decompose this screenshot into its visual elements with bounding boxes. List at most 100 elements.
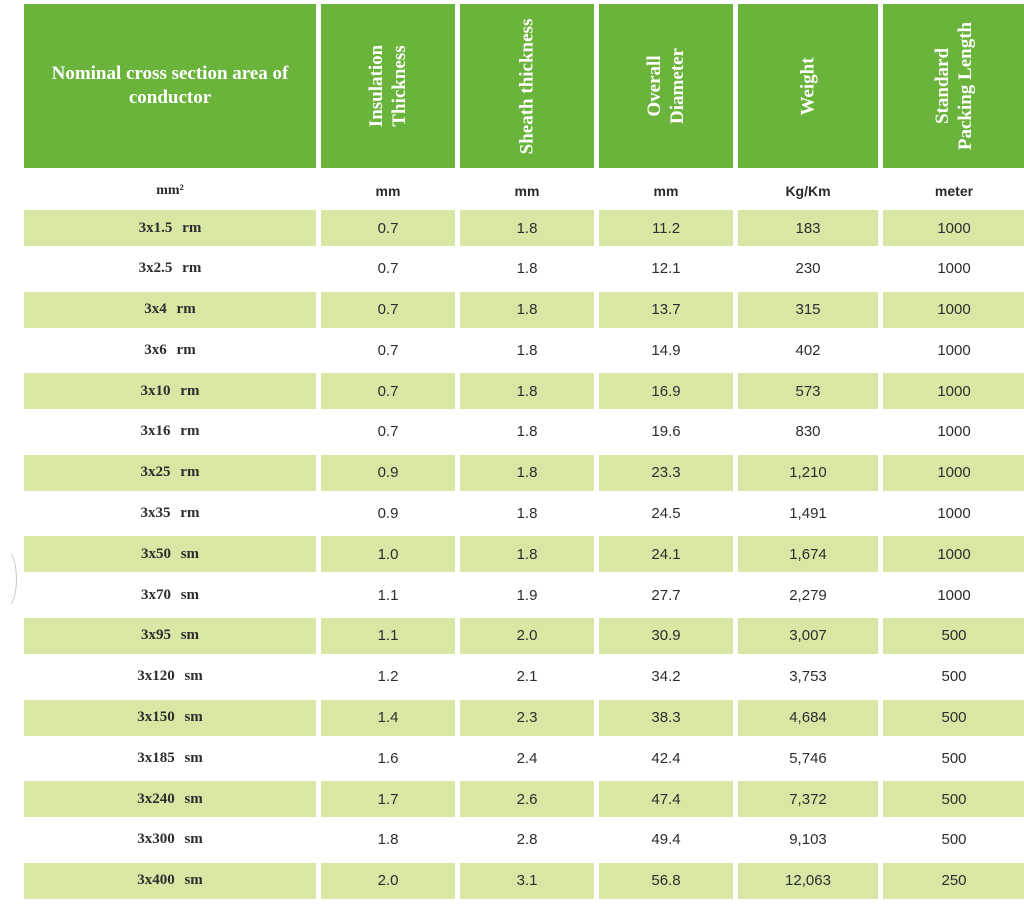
table-cell-overall-diameter: 19.6 [651,423,681,441]
table-cell-sheath-thickness: 1.8 [460,454,594,491]
table-cell-sheath-thickness: 1.8 [516,505,538,523]
table-cell-sheath-thickness: 1.8 [460,536,594,573]
table-cell-overall-diameter: 24.1 [599,536,733,573]
table-cell-overall-diameter: 13.7 [599,291,733,328]
table-cell-conductor-size: 3x95 sm [24,617,316,654]
table-cell-sheath-thickness: 1.8 [460,210,594,246]
table-cell-packing-length: 500 [941,831,967,849]
table-cell-packing-length: 1000 [883,210,1024,246]
header-standard-packing-length: Standard Packing Length [883,4,1024,168]
unit-packing-length: meter [934,183,974,199]
table-cell-packing-length: 1000 [883,373,1024,410]
table-cell-conductor-size: 3x10 rm [24,373,316,410]
table-cell-conductor-size: 3x120 sm [137,668,203,685]
table-cell-overall-diameter: 24.5 [651,505,681,523]
table-cell-weight: 3,753 [789,668,827,686]
table-cell-weight: 5,746 [789,749,827,767]
table-cell-conductor-size: 3x150 sm [24,699,316,736]
table-cell-packing-length: 1000 [937,423,971,441]
unit-cross-section: mm² [156,183,184,198]
table-cell-overall-diameter: 23.3 [599,454,733,491]
unit-diameter: mm [653,183,679,199]
table-cell-conductor-size: 3x4 rm [24,291,316,328]
table-cell-weight: 402 [795,341,821,359]
table-cell-packing-length: 500 [883,699,1024,736]
header-nominal-cross-section: Nominal cross section area of conductor [24,4,316,168]
table-cell-overall-diameter: 27.7 [651,586,681,604]
table-cell-packing-length: 1000 [937,341,971,359]
table-cell-packing-length: 500 [883,617,1024,654]
table-cell-weight: 9,103 [789,831,827,849]
table-cell-weight: 7,372 [738,781,878,818]
table-cell-overall-diameter: 11.2 [599,210,733,246]
table-cell-conductor-size: 3x2.5 rm [138,260,202,277]
table-cell-conductor-size: 3x240 sm [24,781,316,818]
decorative-arc [0,548,17,610]
table-cell-insulation-thickness: 2.0 [321,862,455,899]
table-cell-overall-diameter: 49.4 [651,831,681,849]
table-cell-sheath-thickness: 2.4 [516,749,538,767]
table-cell-overall-diameter: 12.1 [651,260,681,278]
table-cell-overall-diameter: 47.4 [599,781,733,818]
table-cell-packing-length: 1000 [883,536,1024,573]
table-cell-insulation-thickness: 1.1 [377,586,399,604]
table-cell-conductor-size: 3x16 rm [140,423,200,440]
table-cell-sheath-thickness: 2.3 [460,699,594,736]
table-cell-overall-diameter: 16.9 [599,373,733,410]
table-cell-insulation-thickness: 1.7 [321,781,455,818]
table-cell-insulation-thickness: 1.1 [321,617,455,654]
table-cell-conductor-size: 3x50 sm [24,536,316,573]
table-cell-insulation-thickness: 1.6 [377,749,399,767]
table-cell-insulation-thickness: 0.7 [377,423,399,441]
table-cell-conductor-size: 3x300 sm [137,831,203,848]
table-cell-sheath-thickness: 2.0 [460,617,594,654]
table-cell-packing-length: 500 [883,781,1024,818]
header-weight: Weight [738,4,878,168]
table-cell-sheath-thickness: 2.8 [516,831,538,849]
unit-weight: Kg/Km [785,183,831,199]
table-cell-overall-diameter: 38.3 [599,699,733,736]
table-cell-packing-length: 1000 [937,260,971,278]
table-cell-sheath-thickness: 3.1 [460,862,594,899]
table-cell-sheath-thickness: 1.8 [460,291,594,328]
table-cell-packing-length: 1000 [937,586,971,604]
table-cell-packing-length: 1000 [883,454,1024,491]
table-cell-insulation-thickness: 1.4 [321,699,455,736]
table-cell-overall-diameter: 30.9 [599,617,733,654]
table-cell-weight: 12,063 [738,862,878,899]
table-cell-weight: 183 [738,210,878,246]
table-cell-insulation-thickness: 0.7 [377,260,399,278]
table-cell-sheath-thickness: 1.8 [516,260,538,278]
table-cell-packing-length: 250 [883,862,1024,899]
table-cell-conductor-size: 3x6 rm [144,341,196,358]
table-cell-weight: 1,674 [738,536,878,573]
table-cell-insulation-thickness: 0.7 [377,341,399,359]
table-cell-weight: 1,210 [738,454,878,491]
table-cell-overall-diameter: 42.4 [651,749,681,767]
table-cell-insulation-thickness: 0.7 [321,210,455,246]
table-cell-packing-length: 500 [941,668,967,686]
table-cell-overall-diameter: 56.8 [599,862,733,899]
table-cell-packing-length: 500 [941,749,967,767]
table-cell-weight: 4,684 [738,699,878,736]
header-overall-diameter: Overall Diameter [599,4,733,168]
table-cell-sheath-thickness: 2.1 [516,668,538,686]
table-cell-sheath-thickness: 1.9 [516,586,538,604]
table-cell-packing-length: 1000 [883,291,1024,328]
table-cell-sheath-thickness: 1.8 [516,341,538,359]
table-cell-sheath-thickness: 2.6 [460,781,594,818]
table-cell-conductor-size: 3x35 rm [140,505,200,522]
table-cell-conductor-size: 3x25 rm [24,454,316,491]
table-cell-insulation-thickness: 0.9 [377,505,399,523]
header-insulation-thickness: Insulation Thickness [321,4,455,168]
table-cell-conductor-size: 3x70 sm [140,586,200,603]
table-cell-insulation-thickness: 1.2 [377,668,399,686]
table-cell-conductor-size: 3x1.5 rm [24,210,316,246]
table-cell-weight: 573 [738,373,878,410]
cable-spec-table: Nominal cross section area of conductor I… [24,4,1024,904]
table-cell-packing-length: 1000 [937,505,971,523]
table-cell-weight: 2,279 [789,586,827,604]
unit-insulation: mm [375,183,401,199]
table-cell-conductor-size: 3x185 sm [137,749,203,766]
table-cell-insulation-thickness: 0.7 [321,373,455,410]
